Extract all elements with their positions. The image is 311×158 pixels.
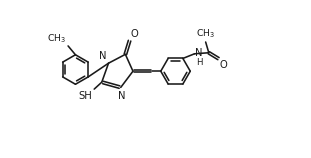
Text: O: O xyxy=(220,60,227,70)
Text: SH: SH xyxy=(78,91,92,101)
Text: O: O xyxy=(130,29,138,39)
Text: CH$_3$: CH$_3$ xyxy=(47,32,66,45)
Text: CH$_3$: CH$_3$ xyxy=(196,28,215,40)
Text: H: H xyxy=(196,58,202,67)
Text: N: N xyxy=(195,48,203,58)
Text: N: N xyxy=(118,91,125,101)
Text: N: N xyxy=(99,51,106,61)
